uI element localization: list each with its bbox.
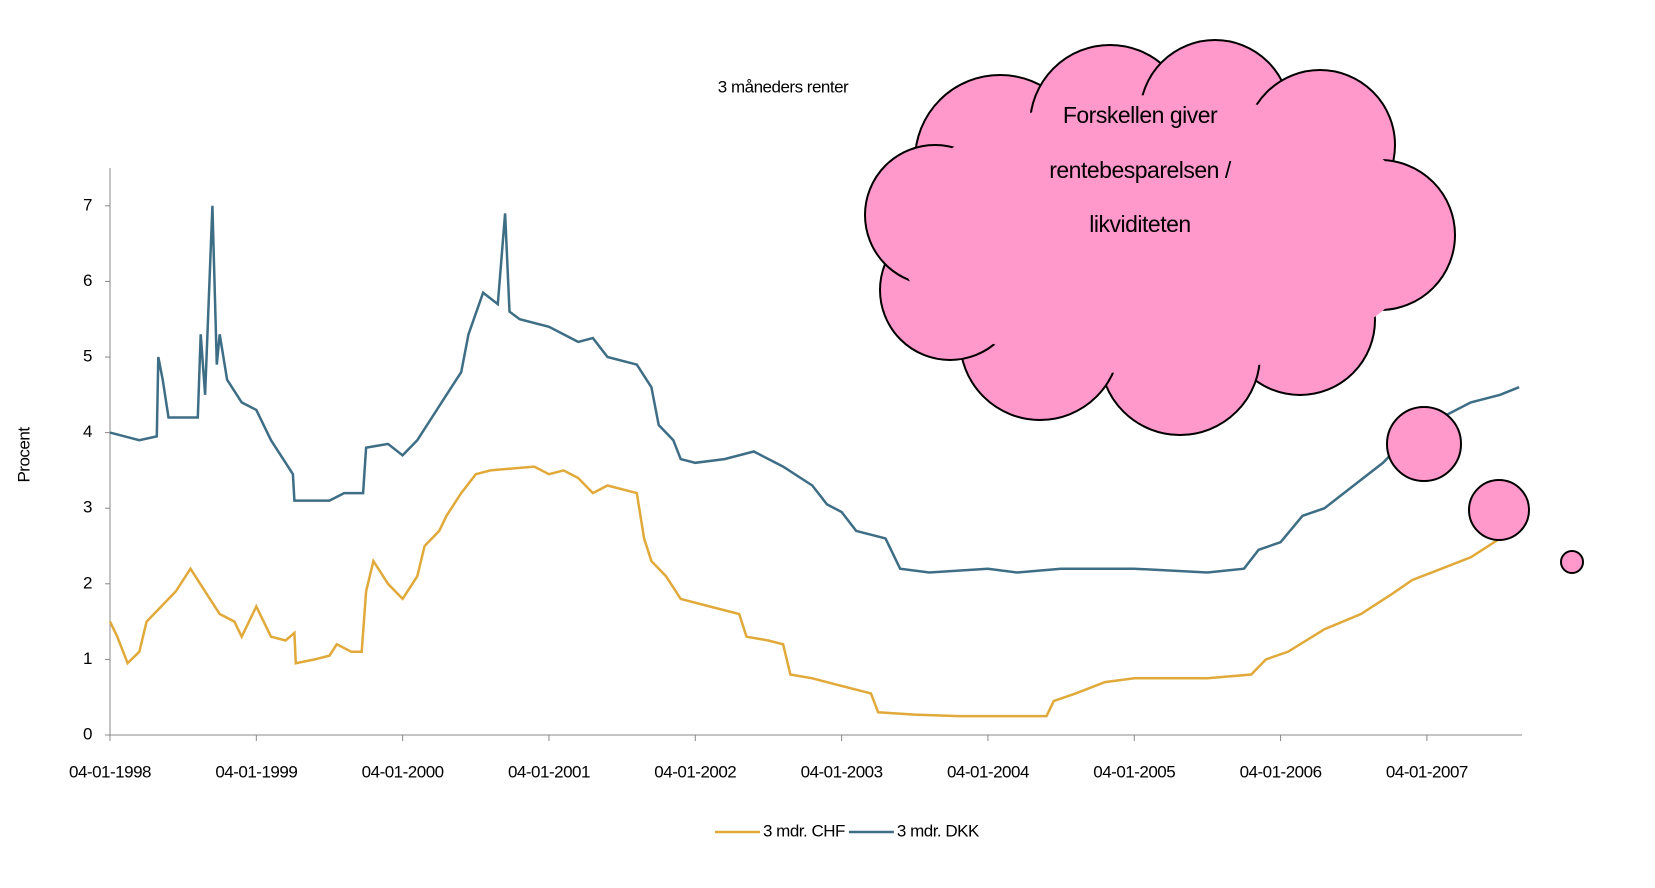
y-tick-label: 4 <box>83 422 92 441</box>
legend-label: 3 mdr. CHF <box>763 821 845 840</box>
y-tick-label: 5 <box>83 346 92 365</box>
y-tick-label: 6 <box>83 271 92 290</box>
series-line <box>109 205 1520 574</box>
x-tick-label: 04-01-2004 <box>947 762 1029 781</box>
y-tick-label: 2 <box>83 573 92 592</box>
y-tick-label: 3 <box>83 498 92 517</box>
x-tick-label: 04-01-2007 <box>1386 762 1468 781</box>
thought-cloud <box>864 39 1584 574</box>
x-tick-label: 04-01-2001 <box>508 762 590 781</box>
y-tick-label: 1 <box>83 649 92 668</box>
x-tick-label: 04-01-2006 <box>1240 762 1322 781</box>
series-line <box>108 465 1501 718</box>
x-tick-label: 04-01-1998 <box>69 762 151 781</box>
x-tick-label: 04-01-2005 <box>1093 762 1175 781</box>
annotation: rentebesparelsen / <box>1049 157 1232 183</box>
y-axis-label: Procent <box>14 427 33 483</box>
chart-title: 3 måneders renter <box>718 77 849 96</box>
x-tick-label: 04-01-2002 <box>654 762 736 781</box>
annotation: likviditeten <box>1089 211 1190 237</box>
x-tick-label: 04-01-2000 <box>362 762 444 781</box>
x-tick-label: 04-01-1999 <box>215 762 297 781</box>
y-tick-label: 0 <box>83 724 92 743</box>
legend-label: 3 mdr. DKK <box>897 821 980 840</box>
annotation: Forskellen giver <box>1063 102 1218 128</box>
x-tick-label: 04-01-2003 <box>801 762 883 781</box>
y-tick-label: 7 <box>83 195 92 214</box>
plot-area: 0 1 2 3 4 5 6 7 04-01-1998 04-01-1999 04-01-2000 04… <box>69 168 1522 781</box>
